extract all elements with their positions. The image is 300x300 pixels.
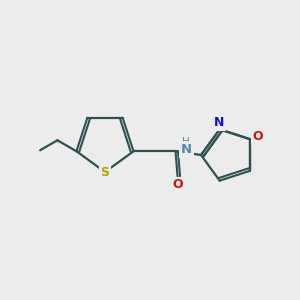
Text: S: S	[100, 167, 109, 179]
Text: N: N	[214, 116, 224, 129]
Text: N: N	[181, 142, 192, 156]
Text: O: O	[253, 130, 263, 142]
Text: H: H	[182, 137, 190, 147]
Text: O: O	[172, 178, 183, 191]
